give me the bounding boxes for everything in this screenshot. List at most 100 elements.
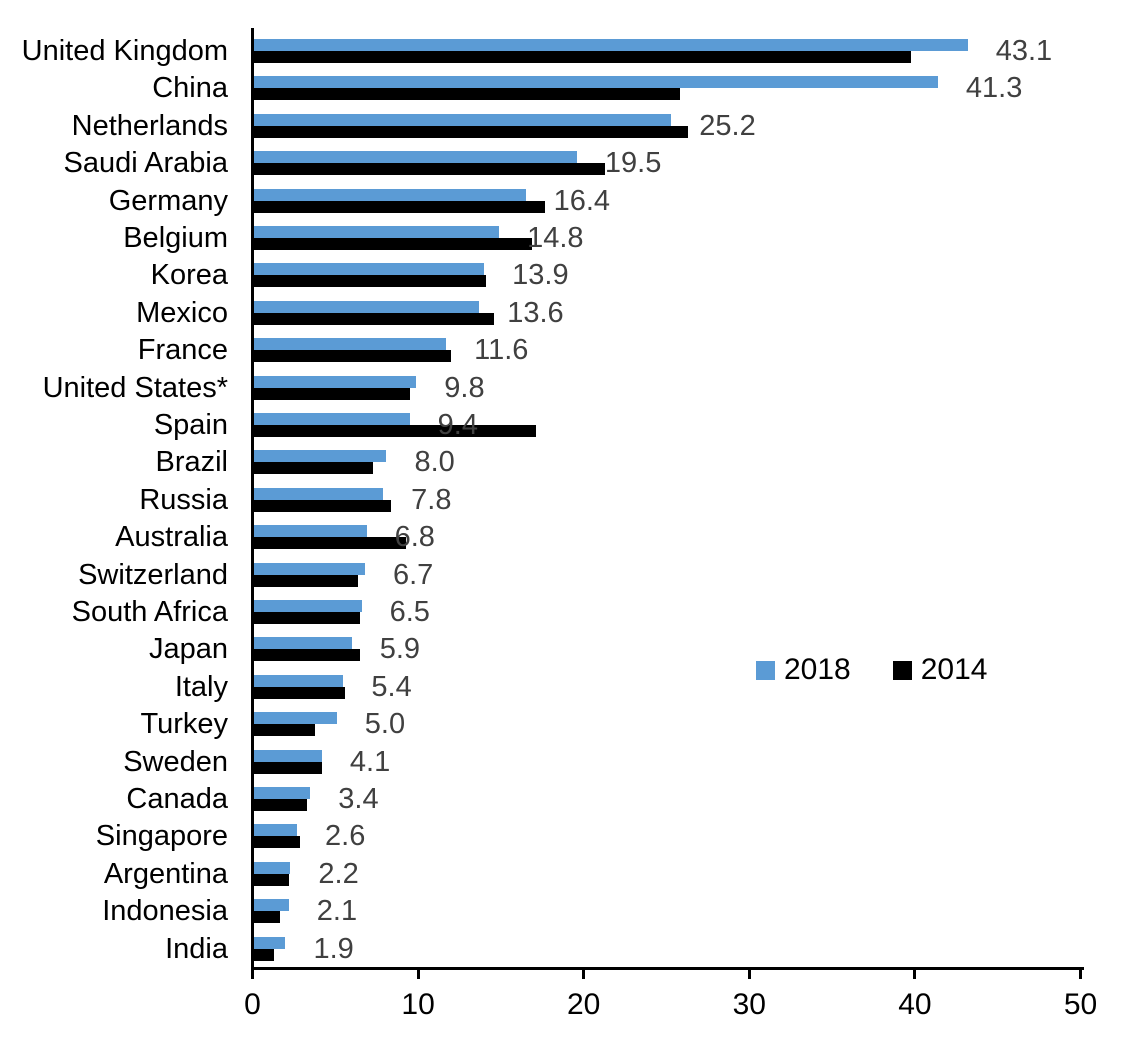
bar-2014 (254, 799, 307, 811)
bar-row: 2.2 (254, 856, 1114, 893)
value-label: 8.0 (414, 446, 455, 479)
category-label: Canada (126, 783, 228, 815)
value-label: 13.6 (507, 296, 564, 329)
bar-row: 3.4 (254, 781, 1114, 818)
x-axis-tick-label: 10 (401, 988, 435, 1021)
bar-row: 1.9 (254, 931, 1114, 968)
bar-2014 (254, 350, 452, 363)
bar-row: 5.0 (254, 706, 1114, 743)
bar-2014 (254, 238, 533, 250)
x-axis-tick-label: 0 (244, 988, 261, 1021)
bar-row: 13.9 (254, 257, 1114, 294)
bar-2014 (254, 612, 360, 624)
bar-2018 (254, 936, 286, 949)
value-label: 2.2 (318, 857, 359, 890)
category-label: Spain (153, 409, 228, 441)
category-label: Korea (150, 259, 228, 292)
x-axis-line (251, 967, 1084, 970)
value-label: 5.9 (379, 633, 421, 666)
category-label: Australia (115, 521, 228, 554)
bar-2018 (254, 787, 311, 799)
bar-2014 (254, 836, 301, 849)
bar-row: 43.1 (254, 33, 1114, 70)
category-label: South Africa (71, 596, 228, 628)
category-label: France (137, 334, 228, 367)
bar-2014 (254, 163, 606, 176)
bar-row: 14.8 (254, 220, 1114, 257)
category-label: Netherlands (71, 109, 228, 142)
bar-2018 (254, 300, 480, 313)
category-label: United Kingdom (21, 35, 228, 67)
x-axis-tick-label: 50 (1063, 988, 1098, 1021)
bar-row: 19.5 (254, 145, 1114, 182)
bar-2018 (254, 749, 322, 762)
bar-2014 (254, 649, 360, 662)
bar-2014 (254, 125, 688, 138)
bar-2014 (254, 499, 392, 512)
category-label: Belgium (123, 222, 228, 254)
bar-2018 (254, 450, 387, 463)
bar-row: 25.2 (254, 108, 1114, 145)
value-label: 6.7 (392, 558, 434, 591)
bar-2014 (254, 724, 316, 737)
bar-2018 (254, 899, 289, 912)
bar-row: 6.8 (254, 519, 1114, 556)
x-axis-tick-label: 40 (898, 988, 932, 1021)
value-label: 3.4 (338, 783, 379, 815)
value-label: 13.9 (512, 259, 569, 292)
bar-row: 11.6 (254, 332, 1114, 369)
bar-row: 5.9 (254, 631, 1114, 668)
bar-2018 (254, 712, 337, 725)
value-label: 25.2 (699, 109, 756, 142)
bar-row: 8.0 (254, 444, 1114, 481)
bar-2018 (254, 226, 500, 238)
x-axis-tick-label: 20 (567, 988, 601, 1021)
bar-2014 (254, 873, 289, 886)
category-label: China (152, 72, 228, 105)
bar-2018 (254, 487, 384, 500)
bar-row: 6.5 (254, 594, 1114, 631)
value-label: 19.5 (604, 147, 662, 180)
bar-2014 (254, 425, 536, 437)
bar-2018 (254, 600, 362, 612)
bar-2018 (254, 113, 672, 126)
bar-2014 (254, 948, 274, 961)
value-label: 9.8 (444, 371, 485, 404)
bar-2014 (254, 911, 281, 924)
legend-swatch-2014-icon (892, 660, 912, 680)
bar-row: 9.4 (254, 407, 1114, 444)
value-label: 7.8 (411, 483, 452, 516)
bar-2018 (254, 861, 291, 874)
x-axis-tick (747, 970, 751, 979)
value-label: 43.1 (995, 35, 1053, 67)
bar-2018 (254, 525, 367, 538)
value-label: 5.0 (364, 708, 406, 741)
category-label: Sweden (123, 745, 228, 778)
bar-2014 (254, 275, 486, 288)
bar-2014 (254, 574, 359, 587)
bar-2018 (254, 375, 417, 388)
bar-2014 (254, 761, 322, 774)
bar-2014 (254, 686, 346, 699)
category-label: Brazil (155, 446, 228, 479)
bar-2018 (254, 674, 344, 687)
category-label: Japan (148, 633, 228, 666)
bar-row: 6.7 (254, 557, 1114, 594)
bar-2014 (254, 51, 912, 63)
category-label: Singapore (95, 820, 228, 853)
bar-2014 (254, 200, 546, 213)
category-label: Switzerland (78, 558, 228, 591)
legend-label-2014: 2014 (920, 653, 988, 686)
value-label: 9.4 (437, 409, 478, 441)
bar-2014 (254, 387, 410, 400)
x-axis-tick (416, 970, 420, 979)
value-label: 4.1 (349, 745, 391, 778)
category-label: Mexico (136, 296, 228, 329)
bar-row: 4.1 (254, 744, 1114, 781)
category-label: Indonesia (102, 895, 228, 928)
category-label: Russia (139, 483, 228, 516)
bar-row: 41.3 (254, 70, 1114, 107)
bar-row: 2.1 (254, 893, 1114, 930)
bar-2018 (254, 263, 485, 276)
category-label: United States* (42, 371, 228, 404)
